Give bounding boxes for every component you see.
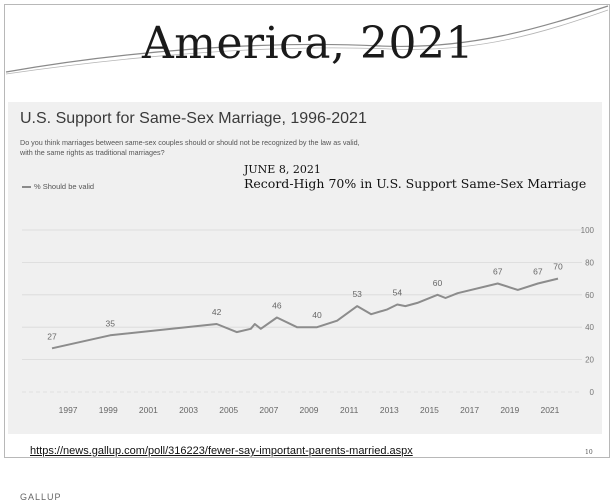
slide-number: 10 (585, 449, 593, 456)
y-tick-label: 100 (581, 226, 595, 235)
y-tick-label: 60 (585, 291, 594, 300)
chart-subtitle-line-2: with the same rights as traditional marr… (20, 148, 165, 157)
line-chart: 27 35 42 46 40 53 54 60 67 67 70 1997 1999 2001 2003 2… (22, 226, 595, 415)
slide-frame (4, 4, 610, 458)
data-label: 27 (47, 331, 57, 341)
chart-subtitle-line-1: Do you think marriages between same-sex … (20, 138, 360, 147)
title-swoosh-decoration (5, 5, 609, 75)
slide-title: America, 2021 (142, 18, 474, 69)
headline-date: JUNE 8, 2021 (244, 163, 321, 176)
y-tick-label: 0 (590, 388, 595, 397)
data-label: 53 (352, 289, 362, 299)
y-tick-label: 40 (585, 323, 594, 332)
data-label: 40 (312, 310, 322, 320)
x-tick-label: 2009 (300, 405, 319, 415)
x-tick-label: 2019 (500, 405, 519, 415)
x-tick-label: 2021 (540, 405, 559, 415)
data-label: 60 (433, 278, 443, 288)
x-tick-label: 1997 (59, 405, 78, 415)
y-tick-label: 20 (585, 356, 594, 365)
x-tick-label: 2003 (179, 405, 198, 415)
data-label: 54 (393, 288, 403, 298)
x-tick-label: 2015 (420, 405, 439, 415)
legend-swatch (22, 186, 31, 188)
data-label: 46 (272, 300, 282, 310)
y-tick-label: 80 (585, 258, 594, 267)
data-label: 70 (553, 262, 563, 272)
data-label: 35 (106, 318, 116, 328)
x-tick-label: 2007 (259, 405, 278, 415)
x-tick-label: 2017 (460, 405, 479, 415)
data-label: 67 (533, 266, 543, 276)
x-tick-label: 2001 (139, 405, 158, 415)
legend-label: % Should be valid (34, 182, 95, 191)
x-tick-label: 1999 (99, 405, 118, 415)
chart-panel: U.S. Support for Same-Sex Marriage, 1996… (8, 102, 602, 502)
x-tick-label: 2011 (340, 405, 359, 415)
gallup-brand: GALLUP (20, 492, 62, 502)
source-link[interactable]: https://news.gallup.com/poll/316223/fewe… (30, 445, 413, 457)
x-tick-label: 2013 (380, 405, 399, 415)
data-label: 67 (493, 266, 503, 276)
series-line (51, 277, 559, 350)
chart-legend: % Should be valid (22, 182, 94, 191)
chart-title: U.S. Support for Same-Sex Marriage, 1996… (20, 110, 367, 127)
data-label: 42 (212, 307, 222, 317)
x-tick-label: 2005 (219, 405, 238, 415)
headline-text: Record-High 70% in U.S. Support Same-Sex… (244, 176, 587, 191)
